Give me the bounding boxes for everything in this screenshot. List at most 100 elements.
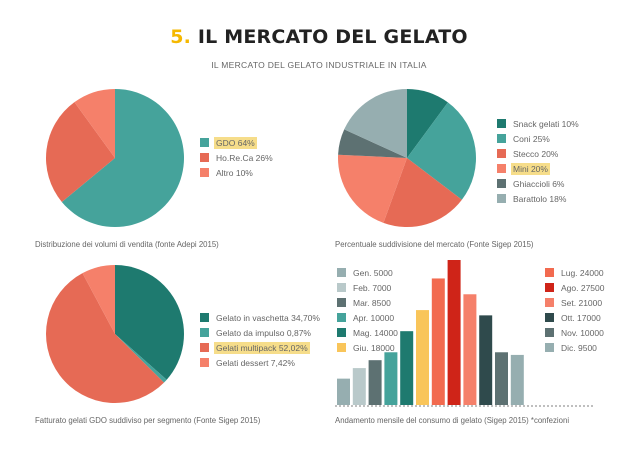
pie-slice xyxy=(407,89,448,158)
pie-slice xyxy=(338,129,407,158)
pie-slice xyxy=(344,89,407,158)
legend-label: Gelato in vaschetta 34,70% xyxy=(216,312,320,323)
legend-swatch xyxy=(200,313,209,322)
pie-chart-market-share xyxy=(338,89,476,227)
legend-swatch xyxy=(545,283,554,292)
legend-swatch xyxy=(200,328,209,337)
legend-swatch xyxy=(200,168,209,177)
pie-slice xyxy=(338,154,407,223)
pie-slice xyxy=(61,89,184,228)
bar xyxy=(400,331,414,405)
legend-item: Ho.Re.Ca 26% xyxy=(200,151,275,164)
legend-swatch xyxy=(545,328,554,337)
legend-swatch xyxy=(545,313,554,322)
legend-label: Barattolo 18% xyxy=(513,193,567,204)
legend-item: Gelati multipack 52,02% xyxy=(200,341,322,354)
legend-item: Lug. 24000 xyxy=(545,266,606,279)
legend-distribution: GDO 64% Ho.Re.Ca 26% Altro 10% xyxy=(200,136,275,181)
legend-swatch xyxy=(545,268,554,277)
legend-item: Nov. 10000 xyxy=(545,326,606,339)
legend-swatch xyxy=(497,179,506,188)
legend-swatch xyxy=(497,194,506,203)
legend-item: Gelato da impulso 0,87% xyxy=(200,326,322,339)
legend-swatch xyxy=(337,268,346,277)
legend-label: Gelati dessert 7,42% xyxy=(216,357,295,368)
bar xyxy=(384,352,398,405)
legend-label: Set. 21000 xyxy=(561,297,603,308)
legend-swatch xyxy=(337,298,346,307)
pie-slice xyxy=(407,102,476,200)
legend-item: Ghiaccioli 6% xyxy=(497,177,581,190)
legend-label: Altro 10% xyxy=(216,167,253,178)
bar xyxy=(416,310,429,405)
legend-label: Gelato da impulso 0,87% xyxy=(216,327,311,338)
page-subtitle: IL MERCATO DEL GELATO INDUSTRIALE IN ITA… xyxy=(211,60,427,70)
title-text: IL MERCATO DEL GELATO xyxy=(197,26,468,48)
legend-swatch xyxy=(497,119,506,128)
legend-swatch xyxy=(337,283,346,292)
bar xyxy=(479,315,493,405)
pie-slice xyxy=(82,265,115,334)
legend-swatch xyxy=(337,328,346,337)
legend-swatch xyxy=(497,164,506,173)
legend-item: Giu. 18000 xyxy=(337,341,400,354)
legend-label: GDO 64% xyxy=(214,136,257,149)
legend-label: Mag. 14000 xyxy=(353,327,398,338)
legend-label: Lug. 24000 xyxy=(561,267,604,278)
bar xyxy=(431,278,445,405)
legend-label: Mini 20% xyxy=(511,162,550,175)
legend-item: Coni 25% xyxy=(497,132,581,145)
legend-monthly-right: Lug. 24000 Ago. 27500 Set. 21000 Ott. 17000… xyxy=(545,266,606,356)
legend-item: Dic. 9500 xyxy=(545,341,606,354)
legend-label: Snack gelati 10% xyxy=(513,118,579,129)
bar xyxy=(352,368,366,405)
bar xyxy=(495,352,508,405)
pie-slice xyxy=(46,102,115,202)
pie-slice xyxy=(115,334,167,383)
legend-item: Gelato in vaschetta 34,70% xyxy=(200,311,322,324)
legend-item: Mar. 8500 xyxy=(337,296,400,309)
legend-item: Altro 10% xyxy=(200,166,275,179)
caption-monthly: Andamento mensile del consumo di gelato … xyxy=(335,416,570,425)
caption-gdo-revenue: Fatturato gelati GDO suddiviso per segme… xyxy=(35,416,261,425)
legend-label: Mar. 8500 xyxy=(353,297,391,308)
legend-item: Snack gelati 10% xyxy=(497,117,581,130)
legend-item: GDO 64% xyxy=(200,136,275,149)
legend-label: Ho.Re.Ca 26% xyxy=(216,152,273,163)
legend-label: Gelati multipack 52,02% xyxy=(214,341,310,354)
legend-label: Giu. 18000 xyxy=(353,342,395,353)
pie-slice xyxy=(74,89,115,158)
legend-label: Coni 25% xyxy=(513,133,550,144)
legend-swatch xyxy=(545,343,554,352)
legend-label: Feb. 7000 xyxy=(353,282,392,293)
section-number: 5. xyxy=(170,26,192,48)
pie-chart-gdo-revenue xyxy=(46,265,185,403)
pie-slice xyxy=(383,158,462,227)
legend-item: Ott. 17000 xyxy=(545,311,606,324)
legend-label: Ghiaccioli 6% xyxy=(513,178,565,189)
legend-swatch xyxy=(200,153,209,162)
bar-chart-monthly xyxy=(335,260,593,407)
legend-item: Apr. 10000 xyxy=(337,311,400,324)
legend-item: Mini 20% xyxy=(497,162,581,175)
legend-swatch xyxy=(497,149,506,158)
legend-item: Feb. 7000 xyxy=(337,281,400,294)
bar xyxy=(368,360,382,405)
legend-label: Nov. 10000 xyxy=(561,327,604,338)
caption-market-share: Percentuale suddivisione del mercato (Fo… xyxy=(335,240,534,249)
page-title: 5. IL MERCATO DEL GELATO xyxy=(0,26,638,48)
legend-swatch xyxy=(337,343,346,352)
caption-distribution: Distribuzione dei volumi di vendita (fon… xyxy=(35,240,219,249)
legend-label: Gen. 5000 xyxy=(353,267,393,278)
legend-item: Gelati dessert 7,42% xyxy=(200,356,322,369)
legend-label: Apr. 10000 xyxy=(353,312,395,323)
legend-label: Dic. 9500 xyxy=(561,342,597,353)
legend-item: Gen. 5000 xyxy=(337,266,400,279)
bar xyxy=(510,354,524,405)
legend-market-share: Snack gelati 10% Coni 25% Stecco 20% Mini 2… xyxy=(497,117,581,207)
legend-monthly-left: Gen. 5000 Feb. 7000 Mar. 8500 Apr. 10000 Mag… xyxy=(337,266,400,356)
legend-item: Mag. 14000 xyxy=(337,326,400,339)
legend-swatch xyxy=(200,358,209,367)
legend-swatch xyxy=(497,134,506,143)
legend-item: Ago. 27500 xyxy=(545,281,606,294)
